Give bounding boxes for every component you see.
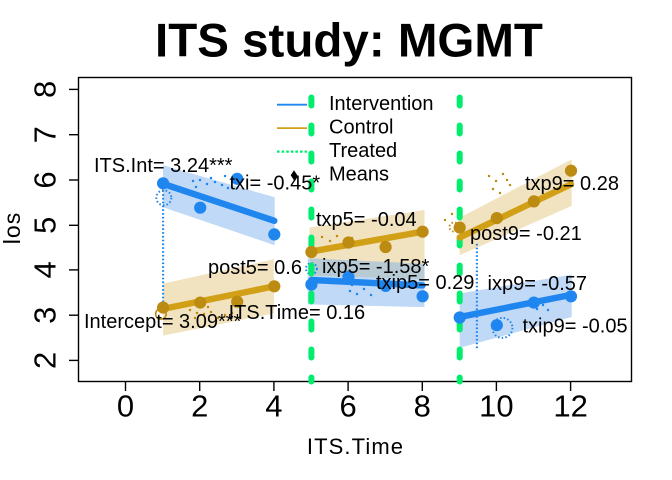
svg-text:12: 12: [553, 389, 587, 424]
svg-text:txp9= 0.28: txp9= 0.28: [525, 173, 619, 195]
svg-text:ixp5= -1.58*: ixp5= -1.58*: [322, 256, 430, 278]
svg-text:txp5= -0.04: txp5= -0.04: [316, 209, 417, 231]
svg-text:2: 2: [28, 352, 63, 369]
svg-text:ixp9= -0.57: ixp9= -0.57: [488, 273, 588, 295]
svg-text:4: 4: [28, 261, 63, 278]
svg-text:ITS.Time= 0.16: ITS.Time= 0.16: [229, 302, 366, 324]
svg-text:Control: Control: [329, 117, 393, 139]
svg-text:Means: Means: [329, 164, 389, 186]
svg-text:4: 4: [265, 389, 282, 424]
svg-text:Treated: Treated: [329, 140, 397, 162]
svg-text:2: 2: [191, 389, 208, 424]
svg-text:post5= 0.6: post5= 0.6: [208, 257, 302, 279]
svg-text:7: 7: [28, 126, 63, 143]
svg-text:3: 3: [28, 307, 63, 324]
svg-text:txip9= -0.05: txip9= -0.05: [523, 316, 628, 338]
svg-text:0: 0: [117, 389, 134, 424]
svg-text:Intercept= 3.09***: Intercept= 3.09***: [84, 311, 242, 333]
svg-text:ITS.Time: ITS.Time: [307, 434, 404, 459]
svg-text:ITS study: MGMT: ITS study: MGMT: [155, 15, 543, 68]
svg-text:Intervention: Intervention: [329, 93, 434, 115]
svg-text:6: 6: [339, 389, 356, 424]
svg-text:8: 8: [414, 389, 431, 424]
svg-text:los: los: [0, 212, 25, 244]
svg-text:10: 10: [479, 389, 513, 424]
svg-text:txip5= 0.29: txip5= 0.29: [376, 272, 474, 294]
svg-text:8: 8: [28, 81, 63, 98]
svg-text:ITS.Int= 3.24***: ITS.Int= 3.24***: [94, 155, 233, 177]
svg-text:post9= -0.21: post9= -0.21: [470, 223, 582, 245]
svg-text:6: 6: [28, 171, 63, 188]
svg-text:txi= -0.45*: txi= -0.45*: [230, 173, 321, 195]
svg-text:5: 5: [28, 217, 63, 234]
